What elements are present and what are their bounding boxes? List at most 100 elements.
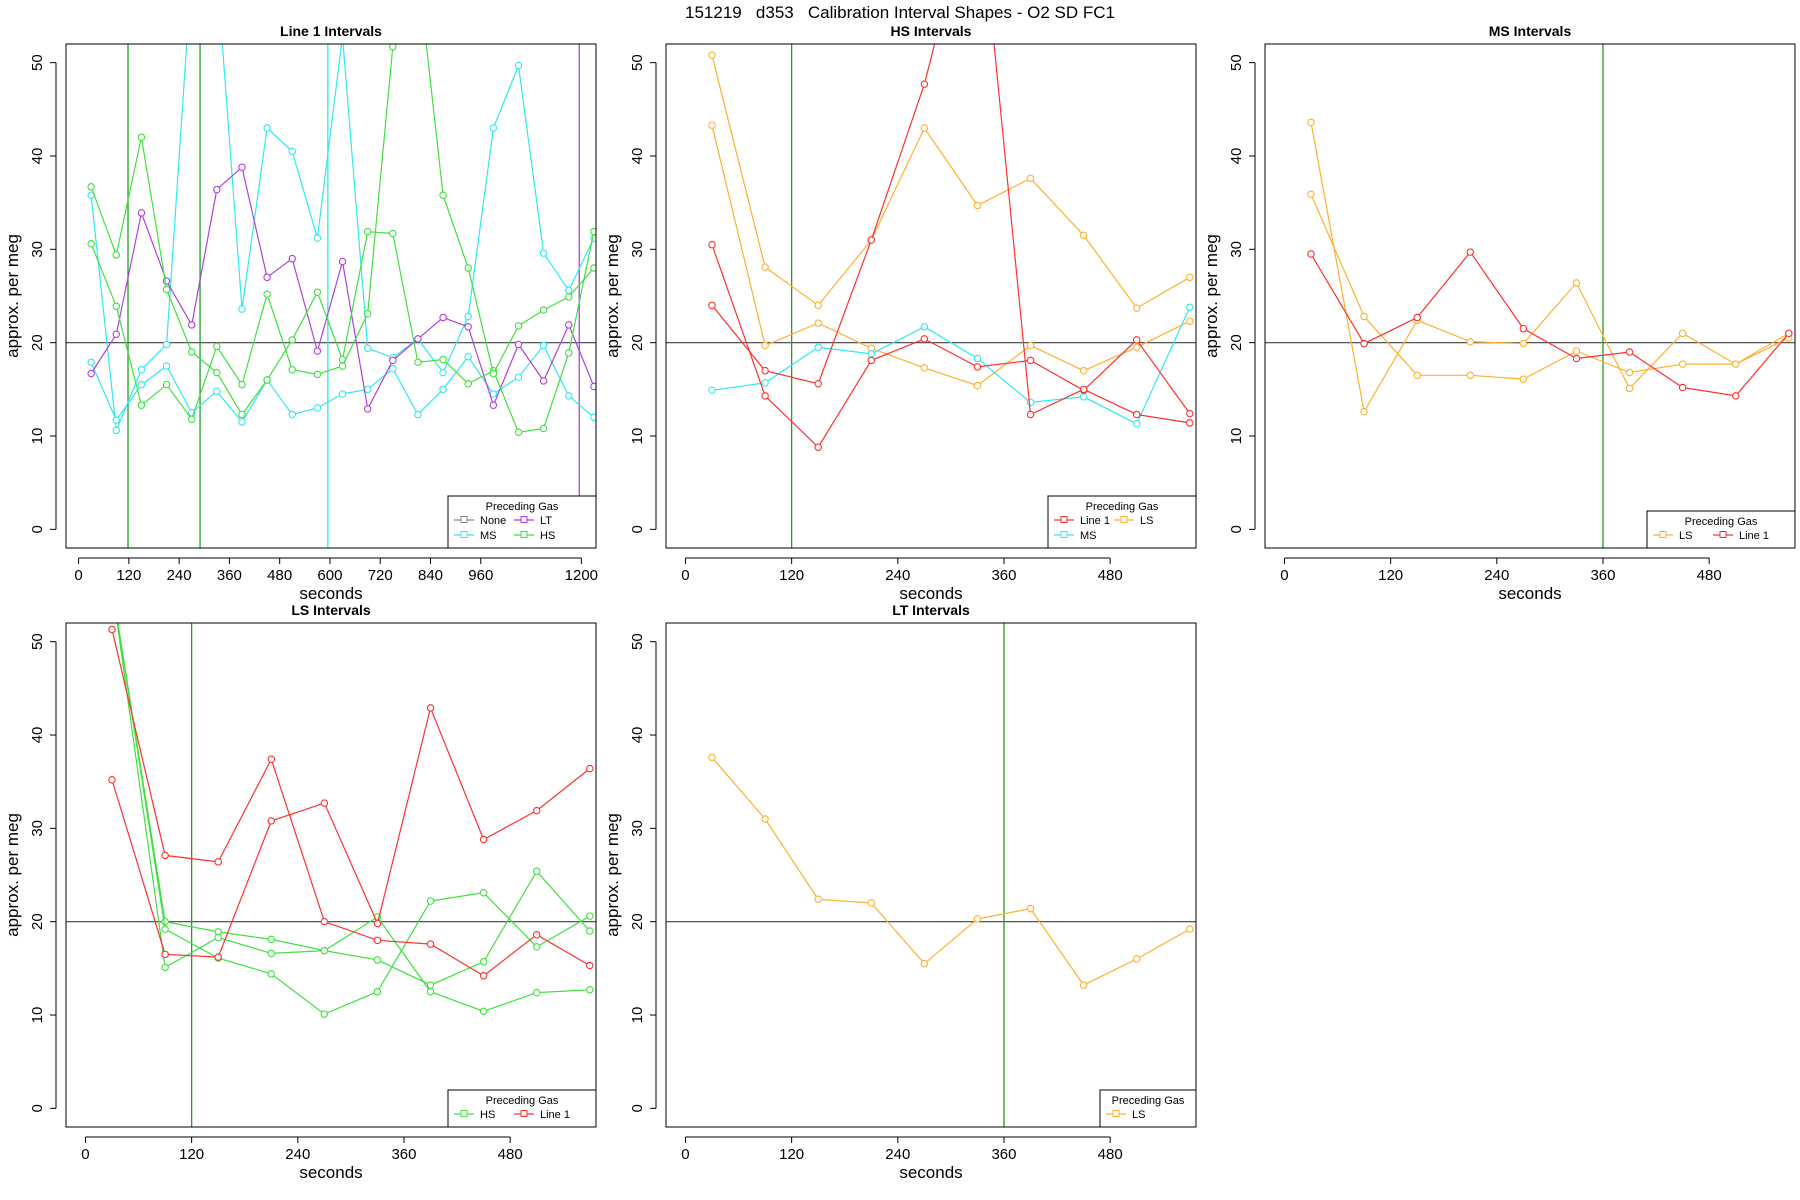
data-point: [1026, 174, 1035, 183]
data-point: [464, 323, 472, 331]
panel-4: LS Intervals 0 120 240 360 480 seconds 0 10 20 30 4…: [3, 582, 597, 1182]
data-point: [973, 381, 982, 390]
data-point: [338, 390, 347, 398]
x-tick-label: 960: [468, 567, 493, 584]
legend: Preceding Gas Line 1 LS MS: [1047, 495, 1197, 549]
legend-swatch-marker: [1659, 531, 1667, 538]
legend-entry-label: HS: [480, 1109, 495, 1121]
data-point: [1079, 231, 1088, 240]
data-point: [137, 365, 146, 374]
data-point: [1360, 339, 1368, 348]
legend-swatch-marker: [520, 531, 528, 538]
data-point: [238, 410, 246, 419]
data-point: [187, 321, 196, 329]
legend-title: Preceding Gas: [1086, 501, 1159, 513]
data-point: [162, 380, 171, 389]
data-point: [532, 930, 541, 939]
y-tick-label: 20: [1228, 334, 1245, 351]
data-point: [161, 917, 169, 926]
data-point: [161, 963, 169, 972]
data-point: [1186, 409, 1194, 418]
data-point: [514, 340, 523, 349]
plot-frame: [665, 622, 1197, 1128]
data-point: [590, 264, 596, 272]
x-tick-label: 0: [681, 1146, 689, 1163]
data-point: [1307, 118, 1315, 127]
data-point: [464, 352, 472, 361]
data-point: [539, 306, 548, 314]
data-point: [363, 227, 372, 236]
data-point: [590, 413, 596, 422]
data-point: [1079, 366, 1088, 375]
data-point: [87, 358, 95, 367]
y-tick-label: 0: [629, 1104, 646, 1112]
data-point: [761, 392, 769, 400]
y-tick-label: 0: [629, 525, 646, 533]
data-point: [479, 972, 488, 980]
data-point: [920, 335, 929, 343]
data-point: [439, 313, 447, 322]
data-point: [267, 755, 276, 764]
data-point: [320, 1010, 329, 1018]
y-axis-label: approx. per meg: [603, 813, 622, 937]
data-point: [590, 382, 596, 391]
x-tick-label: 480: [1098, 1146, 1123, 1163]
data-point: [1026, 356, 1035, 365]
x-tick-label: 240: [885, 1146, 910, 1163]
data-point: [313, 404, 322, 412]
legend: Preceding Gas LS Line 1: [1646, 510, 1796, 549]
data-point: [920, 80, 929, 88]
data-point: [109, 582, 115, 588]
data-point: [532, 806, 541, 815]
data-point: [288, 336, 296, 344]
panel-title: HS Intervals: [891, 23, 972, 39]
data-point: [313, 288, 322, 297]
panel-title: MS Intervals: [1489, 23, 1572, 39]
x-tick-label: 480: [1098, 567, 1123, 584]
x-tick-label: 240: [285, 1146, 310, 1163]
data-point: [973, 915, 982, 923]
data-point: [426, 940, 435, 948]
panel-1: Line 1 Intervals 0 120 240 360 480 600 720 840 96…: [3, 23, 598, 603]
legend-swatch-marker: [460, 1110, 468, 1117]
y-tick-label: 0: [1228, 525, 1245, 533]
y-axis-label: approx. per meg: [603, 234, 622, 358]
y-tick-label: 30: [1228, 241, 1245, 258]
series-line-line-1: [111, 629, 591, 977]
x-tick-label: 120: [116, 567, 141, 584]
data-point: [373, 987, 382, 996]
data-point: [1186, 925, 1194, 933]
series-line-hs: [116, 623, 591, 986]
x-tick-label: 360: [991, 1146, 1016, 1163]
data-point: [479, 835, 488, 844]
x-axis-label: seconds: [899, 584, 962, 603]
y-tick-label: 50: [629, 54, 646, 71]
data-point: [761, 379, 769, 387]
data-point: [1625, 348, 1634, 356]
data-point: [288, 365, 296, 374]
data-point: [1026, 904, 1035, 913]
data-point: [313, 234, 322, 242]
data-point: [1186, 303, 1194, 311]
plot-area: [66, 44, 596, 548]
legend-box: [1099, 1089, 1197, 1128]
figure-title-block: 151219 d353 Calibration Interval Shapes …: [685, 3, 1115, 22]
y-tick-label: 40: [1228, 148, 1245, 165]
y-axis-label: approx. per meg: [3, 234, 22, 358]
data-point: [920, 364, 929, 372]
legend: Preceding Gas HS Line 1: [447, 1089, 597, 1128]
data-point: [920, 124, 929, 132]
data-point: [464, 264, 472, 272]
data-point: [267, 935, 276, 944]
data-point: [313, 370, 322, 379]
data-point: [439, 355, 447, 364]
data-point: [1186, 273, 1194, 282]
plot-area: [666, 623, 1196, 1127]
series-line-ls: [711, 125, 1191, 387]
legend-swatch-marker: [460, 516, 468, 523]
data-point: [439, 385, 447, 394]
panel-5: LT Intervals 0 120 240 360 480 seconds 0 10 20 30 4…: [603, 602, 1197, 1182]
data-point: [586, 927, 594, 935]
data-point: [565, 321, 573, 329]
legend-entry-label: None: [480, 515, 506, 527]
